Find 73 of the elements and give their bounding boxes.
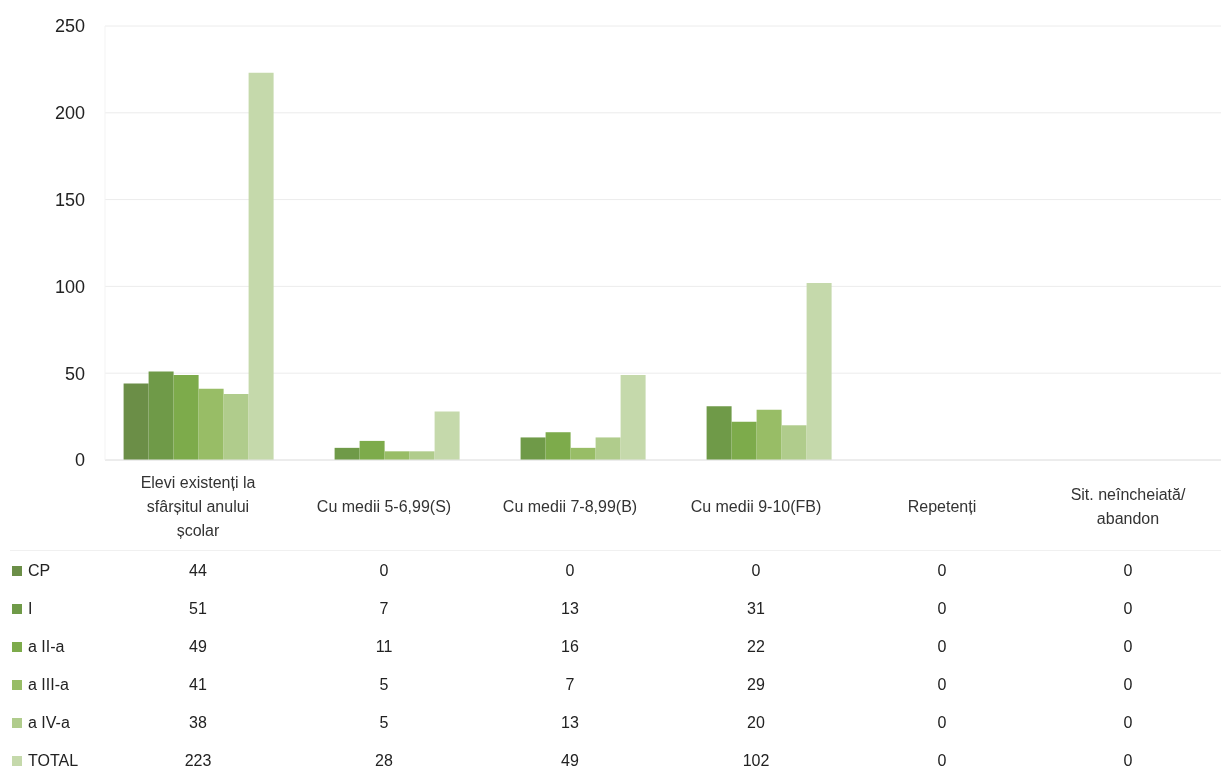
data-label: 51 xyxy=(188,599,208,619)
x-tick-label: Cu medii 7-8,99(B) xyxy=(502,497,638,515)
data-label: 0 xyxy=(1122,561,1134,581)
bar xyxy=(620,374,646,460)
y-tick-label: 100 xyxy=(54,276,85,297)
data-label: 5 xyxy=(378,713,390,733)
data-label: 0 xyxy=(378,561,390,581)
data-label: 49 xyxy=(188,637,208,657)
data-label: 0 xyxy=(936,751,948,771)
data-label: 20 xyxy=(746,713,766,733)
data-label: 0 xyxy=(936,637,948,657)
data-label: 0 xyxy=(936,561,948,581)
bar xyxy=(731,421,757,460)
data-label: 0 xyxy=(1122,637,1134,657)
bar xyxy=(384,451,410,460)
legend-label: I xyxy=(28,599,34,619)
bar xyxy=(756,409,782,460)
bar xyxy=(223,394,249,460)
bar xyxy=(520,437,546,460)
legend-label: CP xyxy=(28,561,52,581)
x-tick-label: Cu medii 5-6,99(S) xyxy=(316,497,452,515)
data-label: 11 xyxy=(374,637,394,657)
bar xyxy=(434,411,460,460)
x-tick-label: Elevi existenți la sfârșitul anului școlar xyxy=(140,473,256,539)
bar xyxy=(409,451,435,460)
legend-label: a III-a xyxy=(28,675,70,695)
bar xyxy=(334,447,360,460)
data-label: 0 xyxy=(1122,713,1134,733)
bar xyxy=(706,406,732,460)
legend-label: a IV-a xyxy=(28,713,71,733)
data-label: 0 xyxy=(936,599,948,619)
legend-label: a II-a xyxy=(28,637,66,657)
data-label: 16 xyxy=(560,637,580,657)
y-tick-label: 150 xyxy=(54,189,85,210)
data-label: 41 xyxy=(188,675,208,695)
bar xyxy=(781,425,807,460)
data-label: 13 xyxy=(560,599,580,619)
data-label: 0 xyxy=(1122,751,1134,771)
data-label: 102 xyxy=(741,751,771,771)
bar xyxy=(570,447,596,460)
data-label: 0 xyxy=(1122,599,1134,619)
data-label: 44 xyxy=(188,561,208,581)
data-label: 31 xyxy=(746,599,766,619)
data-label: 29 xyxy=(746,675,766,695)
data-label: 28 xyxy=(374,751,394,771)
bar xyxy=(545,432,571,460)
y-tick-label: 250 xyxy=(54,16,85,37)
bar xyxy=(359,440,385,460)
data-label: 223 xyxy=(183,751,213,771)
x-tick-label: Cu medii 9-10(FB) xyxy=(690,497,822,515)
data-label: 22 xyxy=(746,637,766,657)
data-label: 13 xyxy=(560,713,580,733)
data-label: 49 xyxy=(560,751,580,771)
bar xyxy=(806,282,832,460)
legend-label: TOTAL xyxy=(28,751,80,771)
data-label: 0 xyxy=(564,561,576,581)
data-label: 7 xyxy=(378,599,390,619)
y-tick-label: 200 xyxy=(54,103,85,124)
data-label: 38 xyxy=(188,713,208,733)
data-label: 7 xyxy=(564,675,576,695)
bar xyxy=(173,374,199,460)
data-label: 0 xyxy=(750,561,762,581)
x-tick-label: Sit. neîncheiată/ abandon xyxy=(1070,485,1186,527)
y-tick-label: 50 xyxy=(64,363,85,384)
x-tick-label: Repetenți xyxy=(907,497,977,515)
data-label: 0 xyxy=(936,713,948,733)
bar xyxy=(595,437,621,460)
bar xyxy=(198,388,224,460)
data-label: 0 xyxy=(1122,675,1134,695)
y-tick-label: 0 xyxy=(74,450,85,471)
bar xyxy=(248,72,274,460)
data-label: 5 xyxy=(378,675,390,695)
data-label: 0 xyxy=(936,675,948,695)
